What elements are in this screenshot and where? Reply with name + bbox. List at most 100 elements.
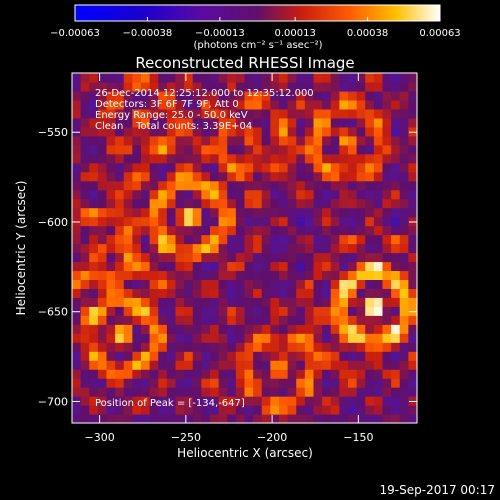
heatmap-cell bbox=[399, 333, 409, 343]
heatmap-cell bbox=[89, 234, 99, 245]
heatmap-cell bbox=[72, 333, 82, 343]
heatmap-cell bbox=[348, 297, 358, 307]
heatmap-cell bbox=[184, 144, 194, 155]
heatmap-cell bbox=[365, 234, 375, 245]
heatmap-cell bbox=[218, 288, 228, 298]
heatmap-cell bbox=[210, 171, 220, 182]
heatmap-cell bbox=[97, 315, 108, 325]
heatmap-cell bbox=[89, 414, 99, 424]
heatmap-cell bbox=[115, 108, 125, 119]
heatmap-cell bbox=[261, 126, 271, 137]
heatmap-cell bbox=[72, 162, 82, 173]
heatmap-cell bbox=[330, 414, 340, 424]
heatmap-cell bbox=[149, 225, 159, 236]
heatmap-cell bbox=[399, 306, 409, 316]
heatmap-cell bbox=[89, 378, 99, 388]
heatmap-cell bbox=[235, 189, 246, 200]
heatmap-cell bbox=[382, 171, 392, 182]
heatmap-cell bbox=[132, 288, 142, 298]
heatmap-cell bbox=[261, 198, 271, 209]
heatmap-cell bbox=[115, 396, 125, 406]
heatmap-cell bbox=[382, 162, 392, 173]
heatmap-cell bbox=[175, 252, 185, 263]
heatmap-cell bbox=[279, 135, 289, 146]
heatmap-cell bbox=[339, 243, 349, 254]
heatmap-cell bbox=[158, 333, 168, 343]
heatmap-cell bbox=[106, 108, 116, 119]
heatmap-cell bbox=[89, 81, 99, 92]
heatmap-cell bbox=[244, 360, 254, 370]
heatmap-cell bbox=[115, 243, 125, 254]
heatmap-cell bbox=[192, 324, 202, 334]
heatmap-cell bbox=[313, 207, 323, 218]
heatmap-cell bbox=[210, 108, 220, 119]
heatmap-cell bbox=[132, 108, 142, 119]
heatmap-cell bbox=[106, 396, 116, 406]
heatmap-cell bbox=[304, 234, 315, 245]
heatmap-cell bbox=[244, 369, 254, 379]
heatmap-cell bbox=[210, 81, 220, 92]
heatmap-cell bbox=[97, 225, 108, 236]
heatmap-cell bbox=[192, 270, 202, 281]
heatmap-cell bbox=[192, 414, 202, 424]
heatmap-cell bbox=[175, 288, 185, 298]
heatmap-cell bbox=[227, 306, 237, 316]
heatmap-cell bbox=[270, 378, 280, 388]
heatmap-cell bbox=[373, 405, 384, 415]
heatmap-cell bbox=[192, 90, 202, 101]
heatmap-cell bbox=[348, 135, 358, 146]
heatmap-cell bbox=[235, 405, 246, 415]
heatmap-cell bbox=[106, 261, 116, 272]
heatmap-cell bbox=[253, 117, 263, 128]
heatmap-cell bbox=[115, 126, 125, 137]
heatmap-cell bbox=[373, 99, 384, 110]
heatmap-cell bbox=[270, 405, 280, 415]
heatmap-cell bbox=[97, 171, 108, 182]
heatmap-cell bbox=[123, 270, 133, 281]
heatmap-cell bbox=[244, 198, 254, 209]
heatmap-cell bbox=[235, 117, 246, 128]
heatmap-cell bbox=[227, 162, 237, 173]
heatmap-cell bbox=[210, 144, 220, 155]
heatmap-cell bbox=[244, 243, 254, 254]
heatmap-cell bbox=[279, 396, 289, 406]
heatmap-cell bbox=[184, 414, 194, 424]
heatmap-cell bbox=[373, 369, 384, 379]
heatmap-cell bbox=[313, 315, 323, 325]
heatmap-cell bbox=[261, 180, 271, 191]
heatmap-cell bbox=[348, 108, 358, 119]
heatmap-cell bbox=[80, 387, 90, 397]
heatmap-cell bbox=[339, 369, 349, 379]
heatmap-cell bbox=[253, 333, 263, 343]
heatmap-cell bbox=[322, 162, 332, 173]
heatmap-cell bbox=[80, 108, 90, 119]
heatmap-cell bbox=[348, 216, 358, 227]
heatmap-cell bbox=[313, 414, 323, 424]
heatmap-cell bbox=[322, 261, 332, 272]
heatmap-cell bbox=[97, 351, 108, 361]
heatmap-cell bbox=[227, 297, 237, 307]
heatmap-cell bbox=[158, 189, 168, 200]
heatmap-cell bbox=[72, 324, 82, 334]
heatmap-cell bbox=[399, 297, 409, 307]
heatmap-cell bbox=[244, 405, 254, 415]
heatmap-cell bbox=[192, 99, 202, 110]
heatmap-cell bbox=[313, 189, 323, 200]
heatmap-cell bbox=[106, 144, 116, 155]
heatmap-cell bbox=[141, 387, 151, 397]
heatmap-cell bbox=[244, 252, 254, 263]
heatmap-cell bbox=[330, 288, 340, 298]
heatmap-cell bbox=[210, 378, 220, 388]
heatmap-cell bbox=[158, 252, 168, 263]
heatmap-cell bbox=[158, 162, 168, 173]
heatmap-cell bbox=[356, 225, 366, 236]
heatmap-cell bbox=[149, 360, 159, 370]
heatmap-cell bbox=[313, 90, 323, 101]
heatmap-cell bbox=[373, 378, 384, 388]
heatmap-cell bbox=[175, 297, 185, 307]
heatmap-cell bbox=[382, 234, 392, 245]
heatmap-cell bbox=[244, 153, 254, 164]
heatmap-cell bbox=[115, 198, 125, 209]
heatmap-cell bbox=[210, 207, 220, 218]
